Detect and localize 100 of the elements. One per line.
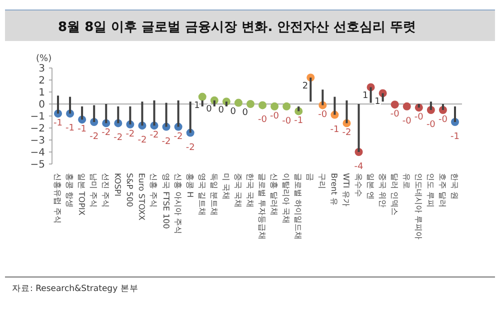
bar — [93, 105, 96, 122]
x-tick-label: 홍콩 H — [185, 173, 194, 198]
data-label: 0 — [242, 108, 248, 118]
data-label: -0 — [282, 116, 292, 126]
x-tick-label: Brent 유 — [330, 173, 339, 206]
bar — [382, 93, 384, 102]
data-label: -2 — [150, 130, 159, 141]
data-label: -1 — [294, 116, 304, 126]
x-tick-label: 달러 인덱스 — [390, 173, 399, 216]
x-tick-label: 구리 — [318, 173, 327, 189]
data-label: -0 — [258, 115, 268, 126]
data-label: 1 — [374, 97, 380, 108]
bar — [129, 106, 132, 124]
x-tick-label: 신흥 주식 — [149, 173, 158, 208]
x-tick-label: 영국 길트채 — [197, 173, 206, 216]
data-label: -0 — [438, 115, 448, 125]
bar — [69, 96, 72, 114]
bar — [310, 78, 312, 102]
data-label: -0 — [402, 116, 412, 126]
data-label: -2 — [126, 129, 135, 140]
bar — [418, 104, 420, 108]
bar — [153, 100, 156, 126]
bar — [430, 102, 432, 110]
y-tick-label: 0 — [38, 100, 45, 110]
bar — [213, 100, 216, 106]
x-tick-label: 인도네시아 루피아 — [414, 173, 423, 240]
data-label: 0 — [218, 106, 224, 116]
chart-title: 8월 8일 이후 글로벌 금융시장 변화. 안전자산 선호심리 뚜렷 — [58, 20, 416, 35]
point — [390, 100, 399, 109]
y-tick-label: −4 — [30, 148, 45, 158]
y-tick-label: −3 — [30, 136, 45, 146]
bar — [322, 90, 324, 106]
bar — [81, 106, 84, 120]
bar — [201, 100, 204, 106]
x-tick-label: 글로벌 하이일드채 — [294, 173, 303, 240]
bar — [442, 104, 444, 110]
data-label: -2 — [174, 132, 183, 142]
y-tick-label: −2 — [30, 124, 45, 134]
bar — [57, 96, 59, 114]
point — [270, 102, 279, 110]
x-tick-label: 독일 분트채 — [209, 173, 218, 216]
x-tick-label: 유로 — [402, 173, 411, 189]
data-label: -0 — [414, 112, 424, 123]
x-tick-label: 신흥유럽 주식 — [53, 173, 62, 224]
x-tick-label: 신흥 아시아 주식 — [173, 173, 182, 234]
data-label: -2 — [102, 128, 111, 138]
data-label: -0 — [270, 111, 280, 122]
x-tick-label: 이탈리아 국채 — [282, 173, 291, 224]
point — [234, 98, 242, 107]
x-tick-label: 중국 국채 — [233, 173, 242, 208]
bar — [189, 102, 192, 133]
x-tick-label: 한국 원 — [450, 173, 459, 200]
x-tick-label: 인도 루피 — [426, 173, 435, 208]
x-tick-label: 신흥 달러채 — [270, 173, 279, 216]
bar — [346, 100, 348, 124]
data-label: 0 — [230, 106, 236, 117]
x-tick-label: 일본 TOPIX — [77, 173, 86, 216]
data-label: -0 — [318, 110, 328, 120]
bar — [105, 104, 108, 124]
y-axis-title: (%) — [36, 54, 52, 64]
bar — [370, 87, 372, 103]
data-label: -2 — [186, 142, 195, 153]
point — [198, 92, 206, 101]
point — [258, 101, 267, 110]
data-label: -1 — [78, 124, 87, 135]
data-label: -2 — [114, 133, 123, 144]
bar — [225, 102, 228, 106]
data-label: -2 — [138, 136, 147, 146]
point — [282, 102, 291, 110]
point — [246, 100, 254, 108]
x-tick-label: S&P 500 — [125, 173, 134, 207]
x-tick-label: Euro STOXX — [137, 173, 146, 221]
data-label: -0 — [390, 110, 400, 120]
bar — [141, 102, 144, 126]
x-tick-label: 남미 주식 — [89, 173, 98, 208]
data-label: -1 — [330, 124, 340, 135]
data-label: -4 — [354, 162, 364, 172]
x-tick-label: 일본 엔 — [366, 173, 375, 200]
y-tick-label: −1 — [30, 112, 45, 122]
x-tick-label: KOSPI — [113, 173, 122, 196]
bar — [165, 102, 168, 127]
x-tick-label: 중국 위안 — [378, 173, 387, 208]
bar — [177, 100, 180, 127]
data-label: -2 — [342, 128, 352, 138]
data-label: -2 — [90, 132, 99, 142]
text: 자료: Research&Strategy 본부 — [12, 284, 138, 294]
x-tick-label: 선진 주식 — [101, 173, 110, 208]
data-label: 1 — [194, 100, 200, 111]
x-tick-label: 미 국채 — [221, 173, 230, 200]
y-tick-label: 1 — [38, 88, 45, 98]
x-tick-label: 한국 국채 — [245, 173, 254, 208]
data-label: -1 — [66, 124, 75, 134]
y-tick-label: 2 — [38, 76, 45, 86]
x-tick-label: WTI 유가 — [342, 173, 351, 207]
bar — [334, 96, 336, 115]
bar — [358, 104, 360, 152]
data-label: 0 — [206, 104, 212, 114]
data-label: 1 — [362, 91, 368, 102]
data-label: -2 — [162, 136, 171, 147]
y-tick-label: −5 — [30, 160, 45, 170]
